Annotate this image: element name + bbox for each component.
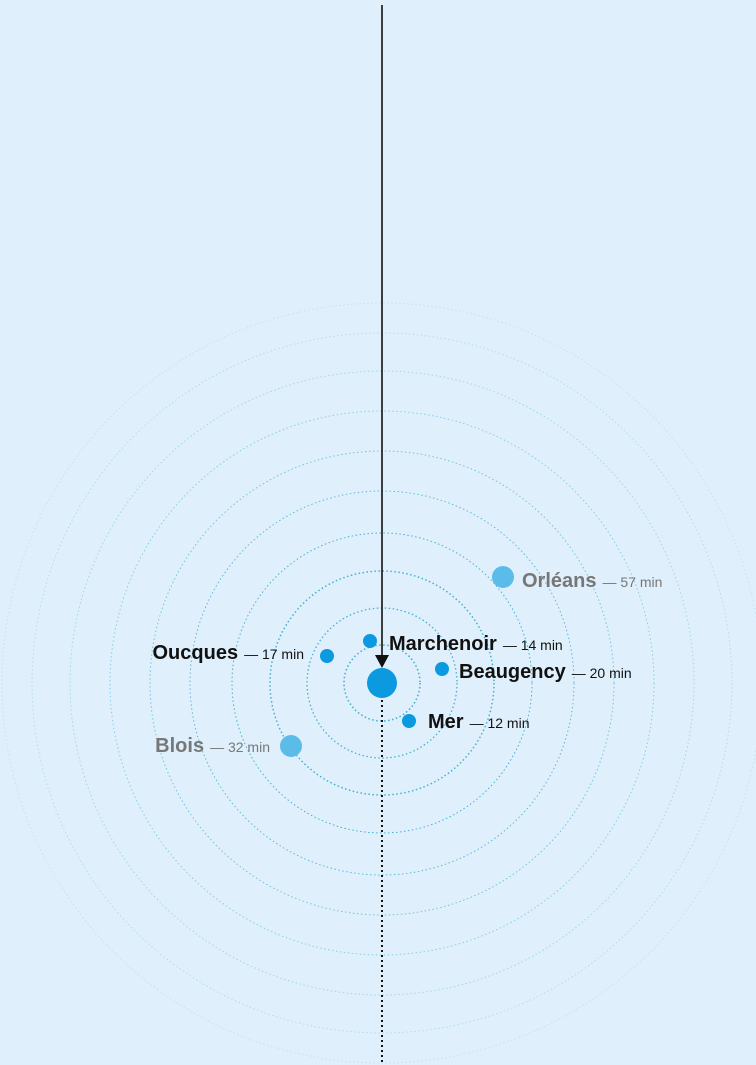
ring — [343, 644, 421, 722]
place-name: Blois — [155, 735, 204, 757]
place-time: — 32 min — [210, 739, 270, 755]
origin-dot — [367, 668, 397, 698]
heading-arrow — [375, 655, 389, 668]
place-label: Oucques — 17 min — [153, 642, 305, 664]
place-dot — [435, 662, 449, 676]
ring — [1, 302, 756, 1064]
place-dot — [320, 649, 334, 663]
place-time: — 57 min — [602, 574, 662, 590]
place-time: — 12 min — [470, 715, 530, 731]
place-name: Orléans — [522, 570, 596, 592]
place-dot — [492, 566, 514, 588]
place-name: Oucques — [153, 642, 239, 664]
place-time: — 20 min — [572, 665, 632, 681]
place-label: Mer — 12 min — [428, 711, 530, 733]
place-time: — 17 min — [244, 646, 304, 662]
place-label: Blois — 32 min — [155, 735, 270, 757]
place-name: Mer — [428, 711, 464, 733]
ring — [69, 370, 695, 996]
place-label: Orléans — 57 min — [522, 570, 662, 592]
ring — [231, 532, 533, 834]
place-name: Marchenoir — [389, 633, 497, 655]
place-label: Marchenoir — 14 min — [389, 633, 563, 655]
place-dot — [363, 634, 377, 648]
place-label: Beaugency — 20 min — [459, 661, 632, 683]
place-dot — [402, 714, 416, 728]
place-time: — 14 min — [503, 637, 563, 653]
place-dot — [280, 735, 302, 757]
place-name: Beaugency — [459, 661, 567, 683]
ring — [269, 570, 495, 796]
